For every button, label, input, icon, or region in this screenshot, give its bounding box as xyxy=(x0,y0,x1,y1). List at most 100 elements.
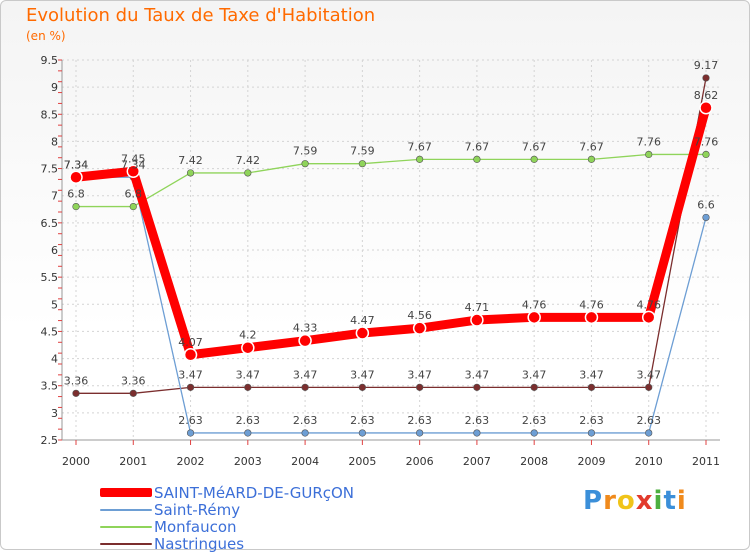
legend-swatch-series-3 xyxy=(100,525,152,528)
data-label: 3.36 xyxy=(121,374,146,387)
data-label: 3.47 xyxy=(350,368,375,381)
data-label: 2.63 xyxy=(407,414,432,427)
legend-label: SAINT-MéARD-DE-GURçON xyxy=(154,483,355,502)
data-label: 7.34 xyxy=(121,158,146,171)
y-tick-label: 4.5 xyxy=(41,325,59,338)
x-tick-label: 2001 xyxy=(119,455,147,468)
logo-letter: x xyxy=(635,486,654,516)
data-point xyxy=(530,155,538,163)
logo-letter: t xyxy=(663,486,677,516)
legend-label: Monfaucon xyxy=(154,517,237,536)
series-line-3 xyxy=(75,153,707,208)
data-label: 8.62 xyxy=(694,89,719,102)
data-point xyxy=(641,310,656,325)
data-point xyxy=(645,150,653,159)
legend-swatch-series-2 xyxy=(100,508,152,511)
y-tick-label: 5 xyxy=(51,298,58,311)
data-label: 4.76 xyxy=(636,298,661,311)
data-label: 4.2 xyxy=(239,329,257,342)
data-point xyxy=(587,383,596,391)
data-label: 3.47 xyxy=(522,368,547,381)
legend-item: SAINT-MéARD-DE-GURçON xyxy=(100,483,355,502)
data-point xyxy=(530,429,538,437)
data-label: 7.67 xyxy=(407,140,432,153)
data-label: 7.59 xyxy=(293,145,318,158)
series-line-2 xyxy=(75,176,707,434)
data-point xyxy=(186,429,195,437)
data-label: 4.56 xyxy=(407,309,432,322)
data-label: 2.63 xyxy=(465,414,490,427)
y-tick-label: 4 xyxy=(51,353,58,366)
data-point xyxy=(129,202,137,211)
data-point xyxy=(416,155,424,163)
x-tick-label: 2006 xyxy=(406,455,434,468)
data-point xyxy=(416,383,424,391)
proxiti-logo: Proxiti xyxy=(583,486,687,516)
data-point xyxy=(301,383,309,391)
x-tick-label: 2003 xyxy=(234,455,262,468)
y-tick-label: 2.5 xyxy=(41,434,59,447)
data-point xyxy=(301,429,309,437)
data-point xyxy=(473,155,481,163)
data-label: 3.36 xyxy=(64,374,89,387)
series-line-1 xyxy=(71,103,711,360)
legend-label: Saint-Rémy xyxy=(154,500,241,519)
data-point xyxy=(72,202,80,211)
logo-letter: r xyxy=(603,486,617,516)
data-point xyxy=(473,383,481,391)
legend-item: Saint-Rémy xyxy=(100,500,354,519)
data-point xyxy=(301,160,309,168)
data-label: 2.63 xyxy=(236,414,261,427)
x-tick-label: 2008 xyxy=(520,455,548,468)
chart-legend: SAINT-MéARD-DE-GURçON Saint-Rémy Monfauc… xyxy=(100,483,355,553)
data-point xyxy=(702,150,710,159)
data-label: 4.71 xyxy=(465,301,490,314)
logo-letter: i xyxy=(653,486,664,516)
data-label: 9.17 xyxy=(694,59,719,72)
data-label: 2.63 xyxy=(293,414,318,427)
data-label: 2.63 xyxy=(636,414,661,427)
data-label: 4.33 xyxy=(293,322,318,335)
legend-item: Nastringues xyxy=(100,534,354,553)
data-label: 7.67 xyxy=(465,140,490,153)
data-point xyxy=(587,155,596,163)
data-point xyxy=(412,321,427,335)
legend-label: Nastringues xyxy=(154,534,245,553)
data-label: 6.8 xyxy=(67,188,85,201)
data-point xyxy=(69,170,83,185)
data-label: 4.76 xyxy=(579,298,604,311)
data-label: 7.76 xyxy=(694,135,719,148)
data-point xyxy=(645,429,653,437)
data-point xyxy=(241,340,255,355)
data-label: 3.47 xyxy=(636,368,661,381)
data-point xyxy=(355,326,370,340)
data-point xyxy=(584,310,599,325)
data-point xyxy=(530,383,538,391)
data-label: 3.47 xyxy=(579,368,604,381)
data-label: 4.47 xyxy=(350,314,375,327)
data-point xyxy=(186,383,195,391)
x-tick-label: 2009 xyxy=(577,455,605,468)
chart-title: Evolution du Taux de Taxe d'Habitation xyxy=(26,5,376,26)
data-label: 7.45 xyxy=(121,152,146,165)
logo-letter: P xyxy=(583,486,604,516)
data-label: 4.07 xyxy=(178,336,203,349)
data-point xyxy=(72,389,80,397)
data-label: 2.63 xyxy=(579,414,604,427)
y-tick-label: 8 xyxy=(51,135,58,148)
legend-item: Monfaucon xyxy=(100,517,354,536)
data-label: 3.47 xyxy=(293,368,318,381)
x-tick-label: 2005 xyxy=(348,455,376,468)
data-point xyxy=(473,429,481,437)
y-tick-label: 9.5 xyxy=(41,54,59,67)
x-tick-label: 2000 xyxy=(62,455,90,468)
data-label: 3.47 xyxy=(236,368,261,381)
data-point xyxy=(587,429,596,437)
data-label: 6.8 xyxy=(125,188,143,201)
data-point xyxy=(126,164,141,179)
data-label: 2.63 xyxy=(522,414,547,427)
data-point xyxy=(470,313,484,327)
data-point xyxy=(129,389,137,397)
data-label: 7.67 xyxy=(522,140,547,153)
data-point xyxy=(702,213,710,222)
